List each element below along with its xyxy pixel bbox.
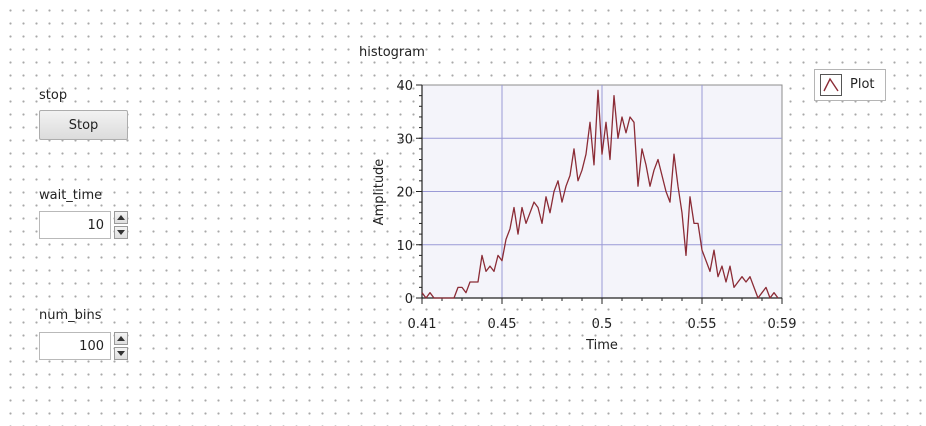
wait-time-decrement-button[interactable]: [114, 226, 128, 239]
num-bins-input[interactable]: [39, 332, 111, 360]
x-axis-ticks: 0.41 0.45 0.5 0.55 0.59: [408, 298, 797, 332]
y-axis-ticks: 0 10 20 30 40: [396, 79, 422, 307]
grid-lines: [422, 85, 782, 298]
num-bins-spinner: [114, 332, 128, 360]
x-tick-label: 0.45: [488, 317, 517, 332]
y-tick-label: 10: [396, 239, 413, 254]
legend-label-plot: Plot: [850, 77, 875, 92]
plot-area: [421, 84, 783, 299]
stop-label: stop: [39, 88, 68, 103]
y-tick-label: 20: [396, 186, 413, 201]
stop-button[interactable]: Stop: [39, 110, 128, 140]
line-plot-icon: [820, 74, 842, 96]
axes: [421, 85, 782, 299]
wait-time-increment-button[interactable]: [114, 211, 128, 224]
arrow-up-icon: [117, 215, 125, 220]
y-tick-label: 0: [405, 292, 413, 307]
wait-time-label: wait_time: [39, 188, 103, 203]
num-bins-increment-button[interactable]: [114, 332, 128, 345]
arrow-down-icon: [117, 230, 125, 235]
x-tick-label: 0.5: [592, 317, 613, 332]
wait-time-input[interactable]: [39, 211, 111, 239]
arrow-down-icon: [117, 351, 125, 356]
arrow-up-icon: [117, 336, 125, 341]
y-axis-label: Amplitude: [372, 159, 387, 226]
y-tick-label: 40: [396, 79, 413, 94]
num-bins-decrement-button[interactable]: [114, 347, 128, 360]
x-tick-label: 0.41: [408, 317, 437, 332]
num-bins-label: num_bins: [39, 308, 102, 323]
graph-title: histogram: [359, 45, 425, 60]
series-line-plot: [421, 89, 779, 299]
wait-time-spinner: [114, 211, 128, 239]
plot-legend[interactable]: Plot: [814, 69, 886, 101]
x-axis-label: Time: [585, 338, 618, 353]
y-tick-label: 30: [396, 132, 413, 147]
x-tick-label: 0.59: [768, 317, 797, 332]
x-tick-label: 0.55: [688, 317, 717, 332]
